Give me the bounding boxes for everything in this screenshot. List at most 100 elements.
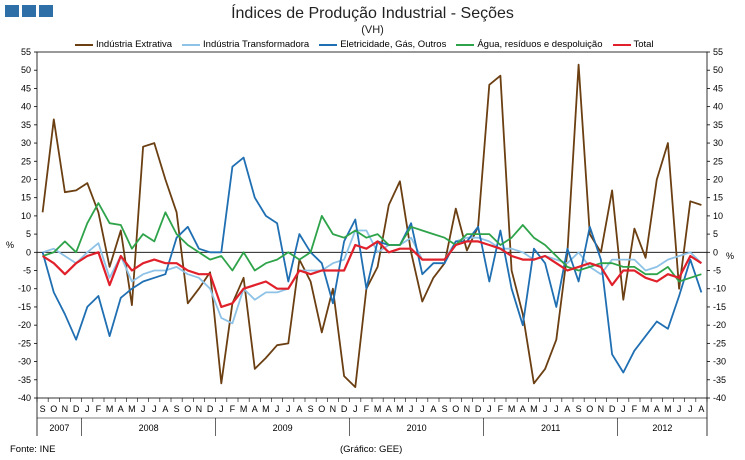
x-month-label: A: [654, 404, 660, 414]
x-month-label: A: [698, 404, 704, 414]
logo-block-2: [22, 5, 36, 17]
y-tick-label-left: 55: [21, 47, 31, 57]
legend-label-total: Total: [633, 39, 654, 50]
x-month-label: A: [296, 404, 302, 414]
x-month-label: F: [632, 404, 638, 414]
x-month-label: J: [420, 404, 425, 414]
x-month-label: D: [207, 404, 214, 414]
legend-item-transformadora: Indústria Transformadora: [182, 39, 309, 50]
y-tick-label-right: -30: [713, 357, 726, 367]
x-month-label: M: [240, 404, 248, 414]
x-month-label: M: [374, 404, 382, 414]
y-tick-label-left: -25: [18, 338, 31, 348]
x-month-label: D: [475, 404, 482, 414]
x-month-label: J: [621, 404, 626, 414]
x-month-label: J: [554, 404, 559, 414]
x-month-label: J: [275, 404, 280, 414]
x-month-label: J: [219, 404, 224, 414]
x-month-label: J: [286, 404, 291, 414]
y-tick-label-left: -10: [18, 284, 31, 294]
x-month-label: M: [396, 404, 404, 414]
y-tick-label-right: 0: [713, 247, 718, 257]
y-tick-label-right: 35: [713, 120, 723, 130]
x-year-label: 2008: [139, 423, 159, 433]
x-month-label: J: [353, 404, 358, 414]
x-month-label: M: [128, 404, 136, 414]
x-month-label: D: [341, 404, 348, 414]
series-line-eletricidade: [41, 156, 703, 374]
x-month-label: A: [162, 404, 168, 414]
y-tick-label-right: -20: [713, 320, 726, 330]
x-month-label: F: [230, 404, 236, 414]
x-month-label: J: [141, 404, 146, 414]
x-month-label: D: [73, 404, 80, 414]
y-tick-label-left: -15: [18, 302, 31, 312]
credit-note: (Gráfico: GEE): [340, 444, 403, 455]
x-month-label: M: [262, 404, 270, 414]
y-tick-label-right: -10: [713, 284, 726, 294]
y-tick-label-right: -15: [713, 302, 726, 312]
x-month-label: J: [409, 404, 414, 414]
legend-swatch-transformadora: [182, 43, 201, 46]
x-month-label: J: [677, 404, 682, 414]
chart-legend: Indústria Extrativa Indústria Transforma…: [75, 39, 675, 50]
y-tick-label-right: 55: [713, 47, 723, 57]
x-month-label: O: [452, 404, 459, 414]
y-tick-label-left: 20: [21, 174, 31, 184]
series-line-extrativa: [41, 63, 702, 389]
x-month-label: M: [106, 404, 114, 414]
y-tick-label-right: 50: [713, 65, 723, 75]
x-year-label: 2009: [273, 423, 293, 433]
x-month-label: J: [543, 404, 548, 414]
y-tick-label-right: 5: [713, 229, 718, 239]
y-tick-label-left: 50: [21, 65, 31, 75]
x-month-label: S: [308, 404, 314, 414]
x-month-label: M: [642, 404, 650, 414]
y-tick-label-left: -20: [18, 320, 31, 330]
y-tick-label-left: 10: [21, 211, 31, 221]
legend-swatch-total: [612, 43, 631, 46]
x-month-label: N: [62, 404, 69, 414]
y-tick-label-right: -25: [713, 338, 726, 348]
y-tick-label-left: -35: [18, 375, 31, 385]
x-month-label: S: [442, 404, 448, 414]
x-month-label: O: [50, 404, 57, 414]
y-tick-label-left: 5: [26, 229, 31, 239]
y-tick-label-right: 40: [713, 102, 723, 112]
y-tick-label-right: -40: [713, 393, 726, 403]
x-month-label: N: [464, 404, 471, 414]
legend-item-total: Total: [612, 39, 654, 50]
x-year-label: 2007: [49, 423, 69, 433]
y-axis-label-left: %: [6, 240, 14, 250]
x-month-label: N: [598, 404, 605, 414]
series-line-agua: [42, 202, 702, 283]
y-tick-label-left: -30: [18, 357, 31, 367]
y-tick-label-left: -40: [18, 393, 31, 403]
x-month-label: D: [609, 404, 616, 414]
y-axis-label-right: %: [726, 251, 734, 261]
y-tick-label-left: 40: [21, 102, 31, 112]
y-tick-label-right: -35: [713, 375, 726, 385]
y-tick-label-left: 15: [21, 193, 31, 203]
x-month-label: A: [520, 404, 526, 414]
x-month-label: J: [688, 404, 693, 414]
legend-item-agua: Água, resíduos e despoluição: [456, 39, 603, 50]
legend-swatch-agua: [456, 43, 475, 46]
x-month-label: O: [184, 404, 191, 414]
legend-label-transformadora: Indústria Transformadora: [203, 39, 310, 50]
x-month-label: J: [85, 404, 90, 414]
x-month-label: A: [564, 404, 570, 414]
x-month-label: M: [508, 404, 516, 414]
y-tick-label-right: -5: [713, 266, 721, 276]
x-month-label: F: [96, 404, 102, 414]
series-line-total: [42, 240, 702, 308]
x-month-label: S: [40, 404, 46, 414]
ine-logo: [5, 5, 53, 17]
x-month-label: S: [174, 404, 180, 414]
x-month-label: J: [152, 404, 157, 414]
y-tick-label-left: 30: [21, 138, 31, 148]
y-tick-label-right: 15: [713, 193, 723, 203]
x-month-label: F: [364, 404, 370, 414]
chart-title: Índices de Produção Industrial - Seções: [231, 5, 514, 22]
